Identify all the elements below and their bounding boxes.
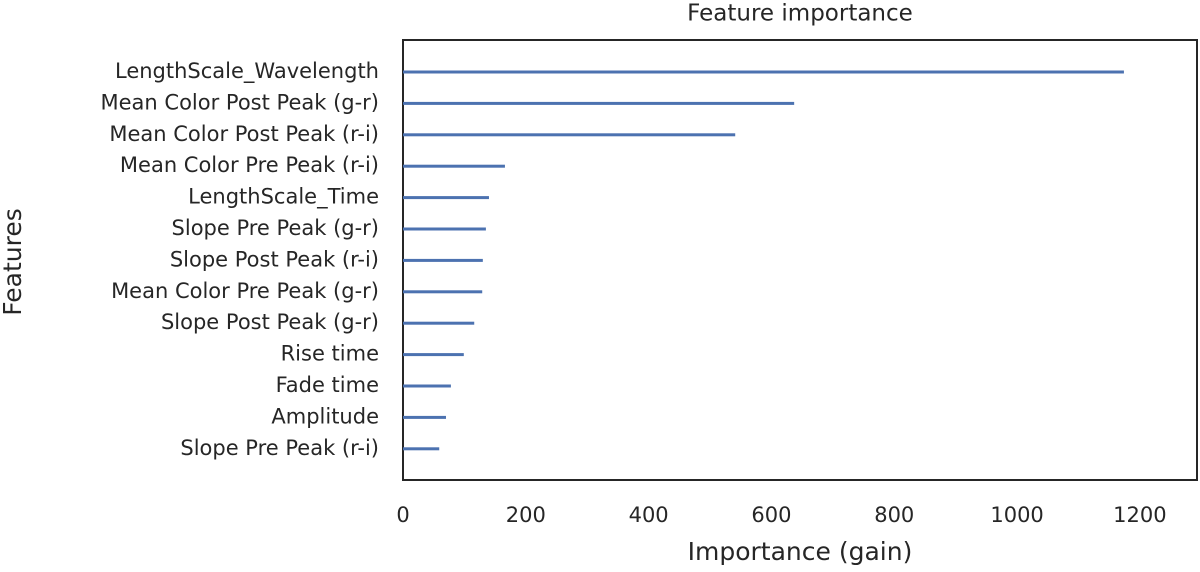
x-tick-label: 600: [751, 503, 791, 527]
bar: [403, 101, 795, 105]
y-tick-label: LengthScale_Time: [188, 185, 379, 210]
bar: [403, 353, 464, 357]
bar: [403, 258, 483, 262]
x-tick-label: 400: [629, 503, 669, 527]
bar: [403, 70, 1124, 74]
bar: [403, 227, 486, 231]
y-axis-label: Features: [0, 208, 27, 316]
plot-frame: [402, 39, 1198, 481]
x-tick-label: 1200: [1113, 503, 1166, 527]
y-tick-label: Amplitude: [271, 404, 379, 428]
y-tick-label: Mean Color Pre Peak (r-i): [120, 153, 379, 177]
bar: [403, 415, 446, 419]
chart-title: Feature importance: [687, 1, 913, 27]
y-tick-label: Mean Color Post Peak (g-r): [101, 90, 379, 114]
bar: [403, 447, 440, 451]
bar: [403, 133, 736, 137]
x-tick-label: 200: [506, 503, 546, 527]
bar: [403, 290, 483, 294]
y-tick-label: Rise time: [281, 342, 379, 366]
x-axis-label: Importance (gain): [688, 537, 913, 566]
y-tick-label: Mean Color Post Peak (r-i): [109, 122, 379, 146]
bar: [403, 196, 489, 200]
y-tick-label: Mean Color Pre Peak (g-r): [111, 279, 379, 303]
y-tick-label: Slope Post Peak (r-i): [170, 247, 379, 271]
x-tick-label: 1000: [990, 503, 1043, 527]
bar: [403, 384, 451, 388]
y-tick-label: Slope Pre Peak (g-r): [172, 216, 379, 240]
bar: [403, 164, 505, 168]
y-tick-label: Slope Post Peak (g-r): [161, 310, 379, 334]
x-tick-label: 0: [396, 503, 409, 527]
y-tick-label: LengthScale_Wavelength: [115, 59, 379, 84]
y-tick-label: Slope Pre Peak (r-i): [180, 436, 379, 460]
bar: [403, 321, 475, 325]
x-tick-label: 800: [874, 503, 914, 527]
y-tick-label: Fade time: [276, 373, 379, 397]
